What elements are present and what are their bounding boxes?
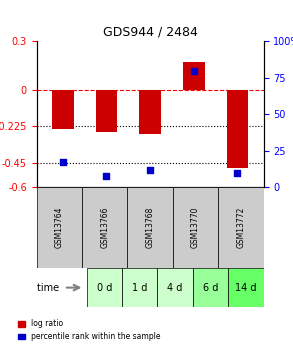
FancyBboxPatch shape <box>157 268 193 307</box>
Text: GSM13770: GSM13770 <box>191 207 200 248</box>
Bar <box>139 90 161 134</box>
Text: 6 d: 6 d <box>203 283 218 293</box>
Text: GSM13768: GSM13768 <box>146 207 155 248</box>
FancyBboxPatch shape <box>82 187 127 268</box>
Legend: log ratio, percentile rank within the sample: log ratio, percentile rank within the sa… <box>18 319 160 341</box>
FancyBboxPatch shape <box>228 268 264 307</box>
FancyBboxPatch shape <box>37 187 82 268</box>
Point <box>60 160 65 165</box>
Text: GSM13766: GSM13766 <box>100 207 109 248</box>
Bar <box>183 62 205 90</box>
Bar <box>96 90 117 132</box>
Text: GSM13764: GSM13764 <box>55 207 64 248</box>
Point <box>148 167 153 172</box>
FancyBboxPatch shape <box>87 268 122 307</box>
Text: 1 d: 1 d <box>132 283 147 293</box>
FancyBboxPatch shape <box>218 187 264 268</box>
FancyBboxPatch shape <box>173 187 218 268</box>
Text: GSM13772: GSM13772 <box>236 207 246 248</box>
Text: time: time <box>37 283 62 293</box>
Text: 0 d: 0 d <box>97 283 112 293</box>
FancyBboxPatch shape <box>122 268 157 307</box>
Point <box>192 68 196 73</box>
Point <box>104 173 109 178</box>
Point <box>235 170 240 175</box>
FancyBboxPatch shape <box>127 187 173 268</box>
Text: 4 d: 4 d <box>168 283 183 293</box>
Bar <box>226 90 248 168</box>
Title: GDS944 / 2484: GDS944 / 2484 <box>103 26 197 39</box>
FancyBboxPatch shape <box>193 268 228 307</box>
Bar <box>52 90 74 129</box>
Text: 14 d: 14 d <box>235 283 257 293</box>
